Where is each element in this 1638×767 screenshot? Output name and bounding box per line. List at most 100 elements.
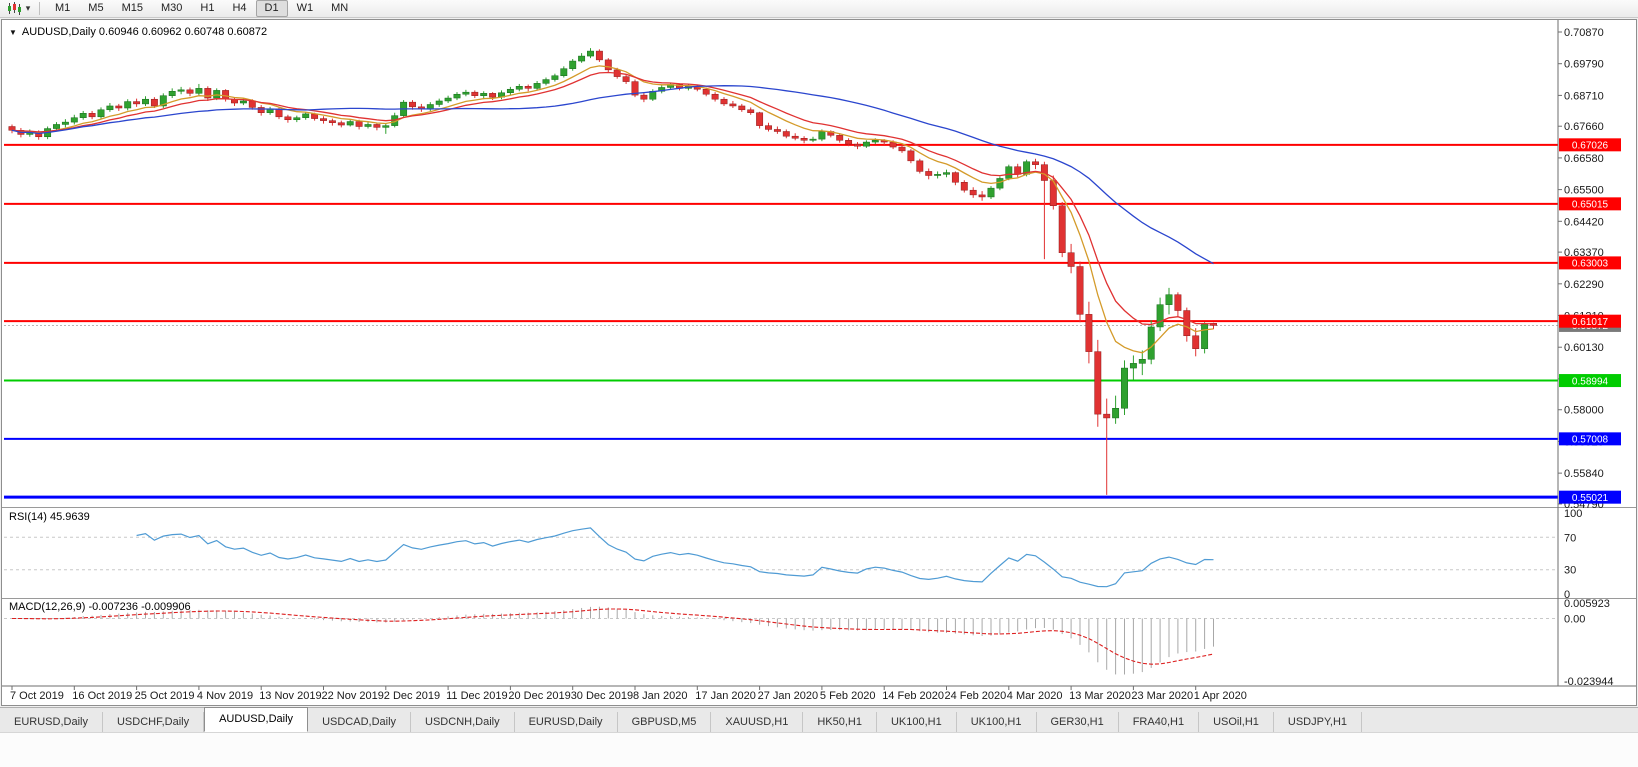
price-level-badge-text: 0.63003	[1572, 259, 1609, 270]
candle-body	[302, 113, 310, 118]
candle-body	[569, 60, 577, 69]
timeframe-button-d1[interactable]: D1	[255, 0, 288, 17]
candle-body	[640, 94, 648, 100]
date-tick-label: 24 Feb 2020	[945, 690, 1007, 702]
chart-tab-hk50-h1[interactable]: HK50,H1	[803, 712, 877, 732]
ma-line-34	[11, 85, 1214, 265]
candle-body	[622, 76, 630, 82]
timeframe-button-mn[interactable]: MN	[331, 2, 349, 14]
candle-body	[328, 120, 336, 123]
chart-tab-xauusd-h1[interactable]: XAUUSD,H1	[711, 712, 804, 732]
chart-tab-eurusd-daily[interactable]: EURUSD,Daily	[0, 712, 103, 732]
chart-tab-uk100-h1[interactable]: UK100,H1	[956, 712, 1037, 732]
candle-body	[898, 146, 906, 152]
chart-tab-usdchf-daily[interactable]: USDCHF,Daily	[102, 712, 205, 732]
price-level-badge-text: 0.67026	[1572, 141, 1609, 152]
chart-type-icon[interactable]	[5, 1, 23, 17]
price-level-badge: 0.57008	[1559, 432, 1621, 446]
price-chart-canvas[interactable]: 0.70870 0.69790 0.68710 0.67660 0.66580 0.655…	[2, 20, 1636, 705]
price-tick-label: 0.63370	[1564, 247, 1604, 259]
price-tick-label: 0.69790	[1564, 59, 1604, 71]
candle-body	[61, 121, 69, 125]
candle-body	[382, 125, 390, 128]
chart-tab-usdcad-daily[interactable]: USDCAD,Daily	[308, 712, 412, 732]
rsi-axis-label: 100	[1564, 508, 1582, 520]
date-tick-label: 2 Dec 2019	[384, 690, 440, 702]
candle-body	[1156, 304, 1164, 328]
timeframe-button-h4[interactable]: H4	[232, 2, 247, 14]
chart-tab-audusd-daily[interactable]: AUDUSD,Daily	[204, 707, 309, 732]
candle-body	[916, 160, 924, 172]
candle-body	[836, 135, 844, 141]
chart-tab-usoil-h1[interactable]: USOil,H1	[1199, 712, 1274, 732]
candle-body	[1165, 294, 1173, 305]
chart-tab-ger30-h1[interactable]: GER30,H1	[1036, 712, 1119, 732]
candle-body	[1192, 335, 1200, 349]
price-level-badge: 0.65015	[1559, 197, 1621, 211]
price-tick-label: 0.67660	[1564, 121, 1604, 133]
candle-body	[462, 91, 470, 95]
chart-tab-fra40-h1[interactable]: FRA40,H1	[1118, 712, 1200, 732]
price-tick-label: 0.58000	[1564, 405, 1604, 417]
candle-body	[222, 90, 230, 100]
price-tick-label: 0.64420	[1564, 216, 1604, 228]
candle-body	[978, 194, 986, 198]
candle-body	[1201, 323, 1209, 349]
chart-tab-usdcnh-daily[interactable]: USDCNH,Daily	[411, 712, 515, 732]
candle-body	[578, 55, 586, 62]
timeframe-button-m1[interactable]: M1	[55, 2, 71, 14]
candle-body	[426, 104, 434, 110]
chart-tab-gbpusd-m5[interactable]: GBPUSD,M5	[617, 712, 712, 732]
candle-body	[133, 101, 141, 105]
candle-body	[1005, 166, 1013, 179]
chart-background	[2, 20, 1636, 705]
price-level-badge-text: 0.65015	[1572, 200, 1609, 211]
chart-menu-icon[interactable]: ▼	[9, 27, 17, 37]
price-tick-label: 0.62290	[1564, 279, 1604, 291]
candle-body	[239, 100, 247, 104]
candle-body	[373, 124, 381, 128]
timeframe-button-m5[interactable]: M5	[88, 2, 104, 14]
candle-body	[115, 105, 123, 109]
candle-body	[791, 135, 799, 139]
timeframe-button-m30[interactable]: M30	[160, 2, 183, 14]
candle-body	[934, 174, 942, 176]
candle-body	[907, 150, 915, 162]
rsi-axis-label: 70	[1564, 532, 1576, 544]
candle-body	[275, 108, 283, 118]
candle-body	[409, 101, 416, 108]
price-level-badge-text: 0.61017	[1572, 317, 1609, 328]
candle-body	[862, 141, 870, 147]
candle-body	[943, 172, 950, 175]
candle-body	[960, 182, 968, 191]
timeframe-button-m15[interactable]: M15	[121, 2, 143, 14]
candle-body	[604, 59, 612, 71]
chart-tab-uk100-h1[interactable]: UK100,H1	[876, 712, 957, 732]
date-tick-label: 13 Mar 2020	[1069, 690, 1131, 702]
date-tick-label: 14 Feb 2020	[882, 690, 944, 702]
timeframe-button-w1[interactable]: W1	[296, 2, 314, 14]
chart-tab-eurusd-daily[interactable]: EURUSD,Daily	[514, 712, 618, 732]
chevron-down-icon[interactable]: ▾	[25, 3, 31, 13]
candle-body	[711, 93, 719, 100]
timeframe-button-h1[interactable]: H1	[200, 2, 215, 14]
candle-body	[320, 118, 327, 121]
candle-body	[293, 117, 301, 121]
date-tick-label: 25 Oct 2019	[135, 690, 195, 702]
date-tick-label: 22 Nov 2019	[322, 690, 384, 702]
candle-body	[150, 98, 158, 107]
price-tick-label: 0.65500	[1564, 185, 1604, 197]
price-level-badge: 0.61017	[1559, 314, 1621, 328]
rsi-line	[136, 527, 1214, 588]
candle-body	[70, 117, 78, 123]
chart-tab-usdjpy-h1[interactable]: USDJPY,H1	[1273, 712, 1363, 732]
chart-tabbar: EURUSD,Daily USDCHF,Daily AUDUSD,Daily USDC…	[0, 707, 1638, 732]
macd-axis-label: -0.023944	[1564, 676, 1614, 688]
candle-body	[631, 81, 639, 96]
candle-body	[1138, 359, 1146, 364]
candle-body	[658, 87, 666, 92]
price-tick-label: 0.66580	[1564, 153, 1604, 165]
candle-body	[729, 103, 737, 107]
candle-body	[551, 75, 559, 80]
